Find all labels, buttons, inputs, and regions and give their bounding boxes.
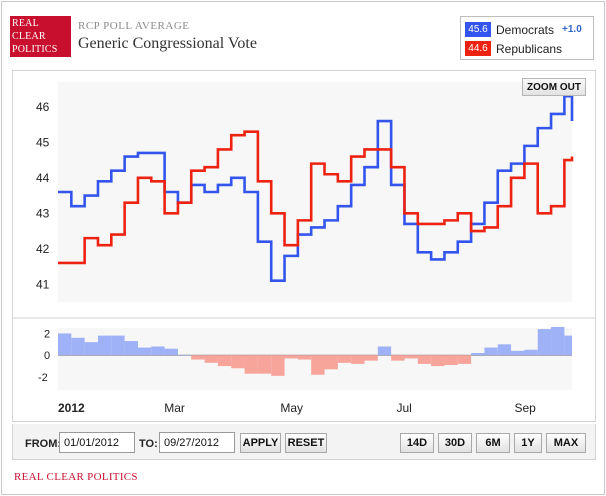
rcp-logo[interactable]: REAL CLEAR POLITICS (10, 16, 71, 57)
spread-bar (497, 344, 512, 356)
range-6m-button[interactable]: 6M (476, 433, 510, 453)
spread-bar (257, 355, 272, 374)
apply-button[interactable]: APPLY (240, 433, 281, 453)
spread-bar (537, 329, 552, 356)
spread-bar (324, 355, 338, 370)
range-max-button[interactable]: MAX (546, 433, 586, 453)
spread-bar (524, 349, 538, 356)
x-tick-label: Jul (396, 401, 411, 415)
spread-bar (297, 355, 312, 360)
date-range-controls: FROM: TO: APPLY RESET 14D 30D 6M 1Y MAX (12, 424, 596, 460)
y-tick-label: 46 (36, 100, 50, 114)
spread-bar (111, 335, 125, 356)
logo-line-3: POLITICS (12, 44, 58, 55)
spread-bar (471, 353, 485, 356)
range-30d-button[interactable]: 30D (438, 433, 472, 453)
chart-title: Generic Congressional Vote (78, 35, 257, 52)
y-tick-label: 42 (36, 242, 50, 256)
from-label: FROM: (25, 438, 62, 450)
legend-item-democrats[interactable]: 45.6 Democrats +1.0 (465, 22, 582, 37)
spread-bar (71, 337, 85, 356)
spread-tick-label: -2 (38, 372, 48, 384)
spread-bar (511, 350, 525, 356)
poll-average-kicker: RCP POLL AVERAGE (78, 20, 190, 32)
spread-bar (177, 355, 192, 356)
spread-bar (457, 355, 472, 364)
x-tick-label: May (280, 401, 303, 415)
spread-bar (97, 335, 112, 356)
spread-bar (431, 355, 445, 367)
spread-bar (364, 355, 378, 361)
spread-bar (417, 355, 432, 364)
series-line-republicans (58, 130, 574, 265)
spread-bar (164, 348, 178, 356)
democrats-label: Democrats (496, 22, 555, 37)
spread-bar (271, 355, 285, 376)
spread-bar (244, 355, 258, 374)
spread-bar (284, 355, 298, 359)
spread-bar (204, 355, 218, 363)
republicans-value-badge: 44.6 (465, 41, 491, 56)
spread-bar (337, 355, 352, 363)
spread-bar (404, 355, 418, 359)
main-plot-background (58, 82, 572, 302)
logo-line-2: CLEAR (12, 31, 46, 42)
from-date-input[interactable] (59, 432, 135, 453)
y-tick-label: 45 (36, 135, 50, 149)
spread-tick-label: 0 (44, 350, 50, 362)
range-14d-button[interactable]: 14D (400, 433, 434, 453)
spread-tick-label: 2 (44, 328, 50, 340)
spread-bar (484, 347, 498, 356)
y-tick-label: 41 (36, 277, 50, 291)
reset-button[interactable]: RESET (285, 433, 327, 453)
x-tick-label: 2012 (58, 401, 85, 415)
spread-bar (84, 342, 98, 356)
spread-bar (217, 355, 232, 367)
spread-bar (311, 355, 325, 375)
spread-bar (124, 341, 138, 356)
democrats-value-badge: 45.6 (465, 22, 491, 37)
zoom-out-button[interactable]: ZOOM OUT (522, 78, 586, 96)
logo-line-1: REAL (12, 18, 39, 29)
series-line-democrats (58, 94, 574, 283)
spread-bar (351, 355, 365, 364)
spread-bar (444, 355, 458, 365)
to-date-input[interactable] (159, 432, 235, 453)
spread-bar (377, 346, 392, 356)
spread-bar (191, 355, 205, 360)
x-tick-label: Mar (164, 401, 185, 415)
spread-bar (151, 346, 165, 356)
spread-bar (137, 347, 152, 356)
legend-item-republicans[interactable]: 44.6 Republicans (465, 41, 562, 56)
y-tick-label: 43 (36, 206, 50, 220)
legend: 45.6 Democrats +1.0 44.6 Republicans (460, 16, 594, 60)
spread-bar (58, 333, 72, 356)
y-tick-label: 44 (36, 171, 50, 185)
spread-bar (551, 326, 565, 356)
spread-bar (564, 335, 572, 356)
to-label: TO: (139, 438, 158, 450)
range-1y-button[interactable]: 1Y (514, 433, 542, 453)
spread-bar (231, 355, 245, 369)
democrats-change: +1.0 (562, 24, 582, 35)
footer-brand: REAL CLEAR POLITICS (14, 471, 138, 483)
x-tick-label: Sep (515, 401, 537, 415)
spread-bar (391, 355, 405, 361)
republicans-label: Republicans (496, 41, 563, 56)
